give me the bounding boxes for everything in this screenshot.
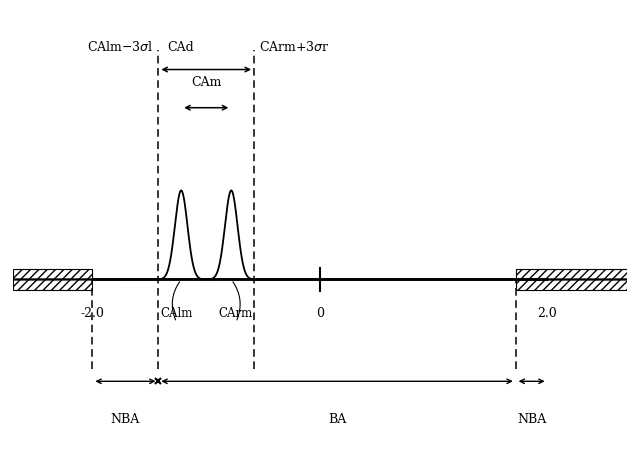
Text: 2.0: 2.0 xyxy=(538,306,557,320)
Text: CAd: CAd xyxy=(168,40,195,54)
Text: CArm: CArm xyxy=(219,306,253,320)
Text: 0: 0 xyxy=(316,306,324,320)
Text: CArm$+$3$\mathit{\sigma}$r: CArm$+$3$\mathit{\sigma}$r xyxy=(259,39,329,54)
Text: NBA: NBA xyxy=(111,413,140,426)
Text: -2.0: -2.0 xyxy=(81,306,104,320)
Bar xyxy=(516,269,627,290)
Text: CAlm: CAlm xyxy=(161,306,193,320)
Bar xyxy=(13,269,92,290)
Text: CAm: CAm xyxy=(191,76,221,89)
Text: BA: BA xyxy=(328,413,346,426)
Text: NBA: NBA xyxy=(517,413,547,426)
Text: CAlm$-$3$\mathit{\sigma}$l: CAlm$-$3$\mathit{\sigma}$l xyxy=(88,39,154,54)
